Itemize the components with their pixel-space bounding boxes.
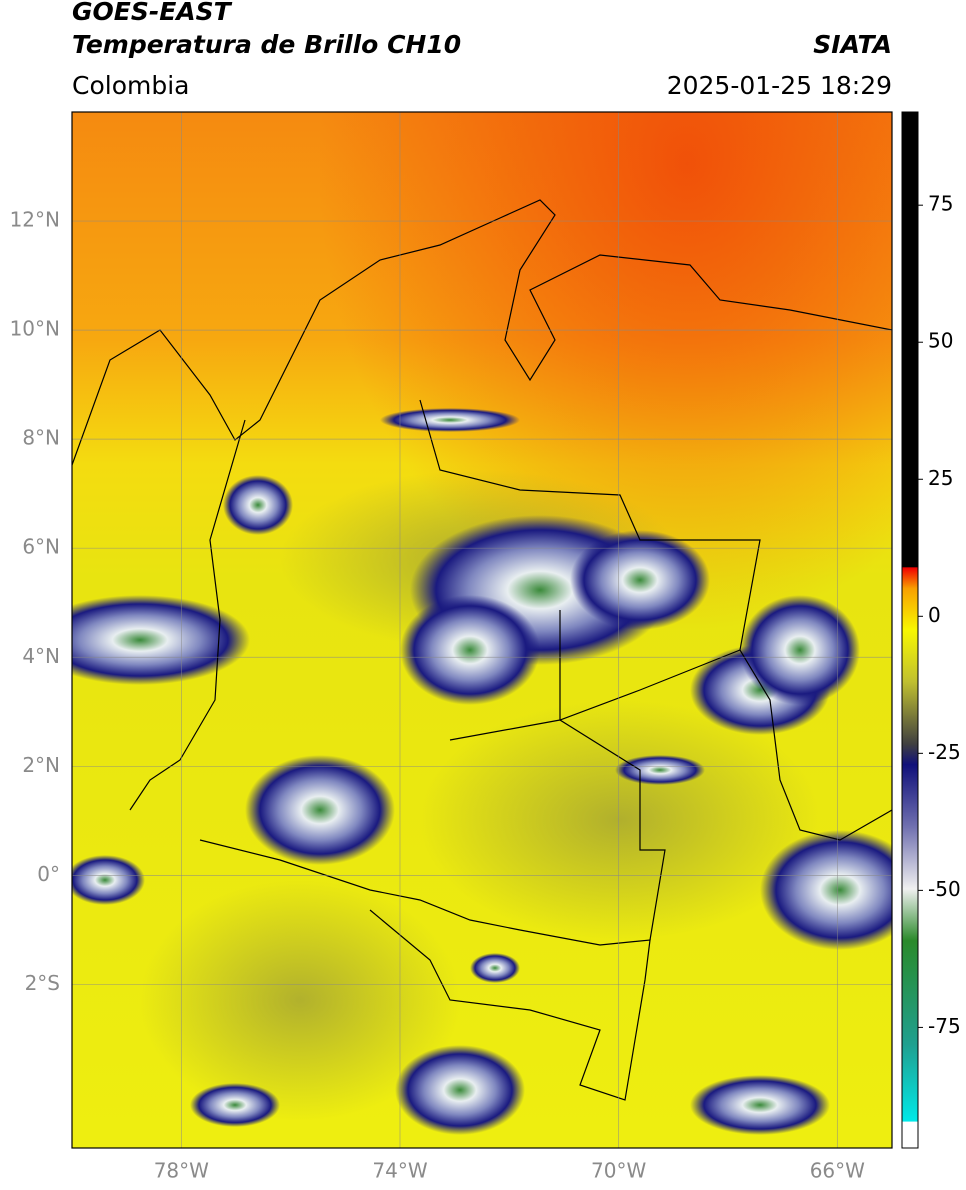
graticule <box>72 112 892 1148</box>
y-tick-label: 6°N <box>22 535 60 559</box>
y-tick-label: 10°N <box>10 317 60 341</box>
x-tick-label: 74°W <box>372 1159 427 1183</box>
colorbar-tick-label: 25 <box>928 466 953 490</box>
x-tick-label: 66°W <box>810 1159 865 1183</box>
colorbar-tick-label: 75 <box>928 192 953 216</box>
y-tick-label: 2°N <box>22 753 60 777</box>
subtitle: Temperatura de Brillo CH10 <box>72 30 461 59</box>
colorbar <box>901 111 919 1149</box>
colorbar-tick-label: 50 <box>928 329 953 353</box>
y-tick-label: 4°N <box>22 644 60 668</box>
y-tick-label: 8°N <box>22 426 60 450</box>
colorbar-tick-label: -75 <box>928 1014 961 1038</box>
colorbar-tick-label: -25 <box>928 740 961 764</box>
title: GOES-EAST <box>72 0 233 26</box>
satellite-image <box>72 112 892 1148</box>
source: SIATA <box>813 30 892 59</box>
x-tick-label: 70°W <box>591 1159 646 1183</box>
map-frame <box>71 111 893 1149</box>
y-tick-label: 12°N <box>10 208 60 232</box>
y-tick-label: 2°S <box>25 971 60 995</box>
y-tick-label: 0° <box>37 862 60 886</box>
colorbar-tick-label: -50 <box>928 877 961 901</box>
colorbar-tick-label: 0 <box>928 603 941 627</box>
region: Colombia <box>72 71 189 100</box>
x-tick-label: 78°W <box>154 1159 209 1183</box>
timestamp: 2025-01-25 18:29 <box>667 71 892 100</box>
